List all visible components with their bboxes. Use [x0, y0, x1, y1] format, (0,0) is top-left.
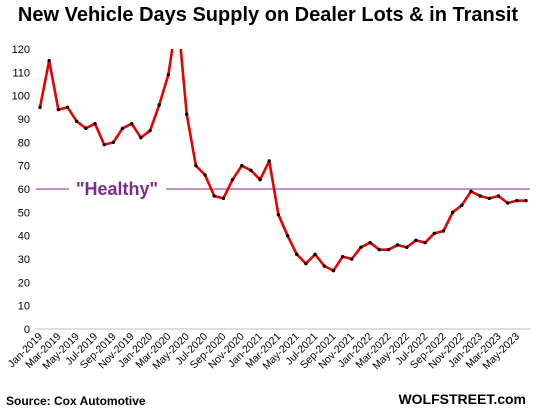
data-point — [102, 142, 106, 147]
data-point — [230, 177, 235, 182]
chart-credit: WOLFSTREET.com — [398, 391, 526, 407]
data-point — [276, 212, 281, 217]
data-point — [111, 140, 116, 145]
data-point — [249, 168, 253, 173]
data-point — [368, 240, 372, 245]
data-point — [515, 198, 519, 203]
data-point — [414, 238, 418, 243]
data-point — [395, 243, 400, 247]
series-line — [38, 49, 526, 272]
data-point — [38, 105, 42, 110]
data-point — [130, 121, 134, 126]
data-point — [267, 159, 271, 163]
y-tick-label: 110 — [12, 67, 30, 79]
chart-title: New Vehicle Days Supply on Dealer Lots &… — [17, 4, 519, 26]
data-point — [496, 194, 501, 198]
data-point — [166, 72, 171, 77]
data-point — [157, 103, 161, 107]
data-point — [441, 229, 446, 233]
data-point — [469, 189, 473, 194]
data-point — [505, 201, 510, 205]
y-tick-label: 40 — [18, 231, 30, 243]
y-tick-label: 100 — [12, 91, 30, 103]
data-point — [340, 254, 345, 259]
data-point — [295, 252, 299, 257]
data-point — [194, 163, 198, 168]
data-point — [148, 128, 152, 133]
y-tick-label: 80 — [18, 137, 30, 149]
data-point — [120, 126, 125, 131]
data-point — [331, 268, 336, 273]
data-point — [212, 194, 216, 198]
data-point — [478, 194, 482, 198]
reference-line-label: "Healthy" — [76, 179, 158, 199]
data-point — [487, 196, 492, 201]
y-tick-label: 10 — [18, 301, 30, 313]
data-point — [460, 203, 464, 208]
y-tick-label: 0 — [24, 324, 30, 336]
data-point — [377, 247, 381, 252]
data-point — [423, 240, 427, 245]
data-point — [386, 247, 391, 252]
data-point — [405, 245, 409, 250]
y-tick-label: 50 — [18, 207, 30, 219]
data-point — [524, 198, 528, 203]
data-point — [350, 257, 354, 261]
y-tick-label: 90 — [18, 114, 30, 126]
data-point — [47, 58, 51, 63]
data-point — [139, 135, 143, 140]
data-point — [285, 233, 290, 238]
data-point — [221, 196, 226, 201]
data-point — [203, 173, 207, 177]
y-tick-label: 120 — [12, 44, 30, 56]
data-point — [93, 121, 97, 126]
y-tick-label: 30 — [18, 254, 30, 266]
y-tick-label: 70 — [18, 161, 30, 173]
data-point — [304, 261, 308, 266]
data-point — [322, 264, 326, 268]
data-point — [56, 107, 61, 112]
data-point — [65, 105, 70, 110]
y-tick-label: 20 — [18, 277, 30, 289]
data-point — [432, 231, 436, 236]
data-point — [258, 177, 262, 182]
y-tick-label: 60 — [18, 184, 30, 196]
data-point — [359, 245, 363, 250]
data-point — [185, 112, 189, 117]
chart-source: Source: Cox Automotive — [6, 394, 146, 408]
data-point — [84, 126, 88, 131]
data-point — [240, 163, 244, 168]
data-point — [450, 210, 455, 215]
data-point — [313, 252, 317, 257]
data-point — [74, 119, 79, 124]
